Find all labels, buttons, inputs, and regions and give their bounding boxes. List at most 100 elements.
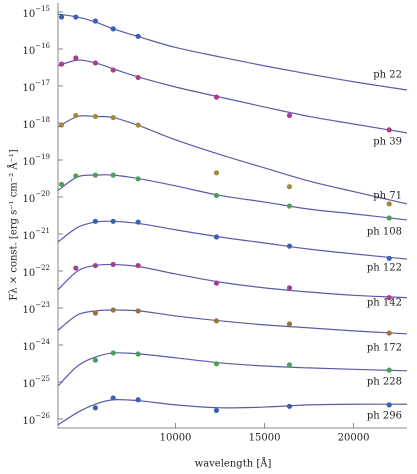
y-tick-label: 10−25	[22, 375, 50, 390]
y-tick-power: −17	[35, 79, 50, 87]
y-axis-label: Fλ × const. [erg s⁻¹ cm⁻² Å⁻¹]	[8, 149, 20, 300]
data-point	[92, 357, 98, 363]
y-tick-base: 10	[22, 415, 35, 426]
data-point	[213, 94, 220, 100]
data-point	[135, 176, 141, 182]
y-tick-label: 10−21	[22, 227, 50, 242]
data-point	[386, 127, 392, 133]
data-point	[213, 361, 220, 367]
data-point	[92, 113, 98, 120]
model-curve	[57, 263, 408, 299]
series-label: ph 142	[367, 298, 402, 309]
series-label: ph 296	[367, 411, 402, 422]
data-point	[92, 60, 98, 66]
data-point	[110, 261, 116, 268]
data-point	[110, 114, 116, 121]
data-point	[135, 397, 141, 403]
y-tick-power: −19	[35, 153, 50, 161]
model-curve	[57, 309, 408, 335]
data-point	[110, 350, 116, 356]
data-point	[213, 407, 220, 414]
data-point	[213, 280, 220, 286]
data-point	[286, 184, 293, 190]
data-point	[286, 285, 293, 291]
data-point	[213, 234, 220, 240]
data-point	[286, 203, 293, 209]
data-point	[135, 33, 141, 39]
data-point	[135, 262, 141, 269]
y-tick-label: 10−22	[22, 264, 50, 279]
data-point	[92, 172, 98, 178]
data-point	[213, 192, 220, 199]
y-tick-power: −21	[35, 227, 50, 235]
data-point	[213, 318, 220, 324]
y-tick-base: 10	[22, 82, 35, 93]
y-tick-power: −20	[35, 190, 50, 198]
y-tick-label: 10−19	[22, 153, 50, 168]
data-point	[135, 122, 141, 128]
y-tick-label: 10−23	[22, 301, 50, 316]
series-label: ph 71	[373, 191, 402, 202]
data-point	[135, 219, 141, 225]
data-point	[213, 170, 220, 176]
data-point	[386, 330, 392, 336]
data-point	[286, 321, 293, 327]
model-curve	[57, 115, 408, 205]
data-point	[110, 395, 116, 401]
data-point	[286, 362, 293, 368]
data-point	[286, 403, 293, 409]
y-tick-base: 10	[22, 230, 35, 241]
x-tick-label: 15000	[249, 433, 281, 444]
y-tick-base: 10	[22, 8, 35, 19]
y-tick-base: 10	[22, 193, 35, 204]
data-point	[110, 218, 116, 224]
data-point	[135, 351, 141, 357]
series-label: ph 108	[367, 227, 402, 238]
data-point	[92, 405, 98, 411]
y-tick-power: −22	[35, 264, 50, 272]
data-point	[73, 265, 79, 271]
data-point	[110, 307, 116, 313]
series-label: ph 122	[367, 263, 402, 274]
data-point	[110, 67, 116, 73]
data-point	[386, 295, 392, 301]
data-point	[110, 172, 116, 178]
y-tick-power: −23	[35, 301, 50, 309]
y-tick-label: 10−26	[22, 412, 50, 427]
data-point	[73, 14, 79, 20]
y-tick-base: 10	[22, 267, 35, 278]
data-point	[92, 218, 98, 224]
y-tick-label: 10−20	[22, 190, 50, 205]
y-tick-base: 10	[22, 378, 35, 389]
data-point	[73, 55, 79, 61]
data-point	[286, 112, 293, 119]
series-label: ph 39	[373, 137, 402, 148]
data-point	[286, 243, 293, 249]
series-label: ph 172	[367, 343, 402, 354]
data-point	[92, 18, 98, 24]
series-label: ph 22	[373, 70, 402, 81]
data-point	[58, 14, 65, 20]
y-tick-label: 10−18	[22, 116, 50, 131]
y-tick-base: 10	[22, 119, 35, 130]
y-tick-label: 10−16	[22, 42, 50, 57]
series-label: ph 228	[367, 377, 402, 388]
y-tick-label: 10−17	[22, 79, 50, 94]
data-point	[58, 61, 65, 67]
y-tick-power: −15	[35, 5, 50, 13]
data-point	[386, 201, 392, 207]
y-tick-label: 10−24	[22, 338, 50, 353]
model-curve	[57, 220, 408, 260]
x-tick-label: 20000	[338, 433, 370, 444]
y-tick-base: 10	[22, 156, 35, 167]
model-curve	[57, 13, 408, 91]
data-point	[135, 74, 141, 81]
y-tick-base: 10	[22, 45, 35, 56]
data-point	[58, 181, 65, 187]
data-point	[92, 262, 98, 269]
x-axis-label: wavelength [Å]	[195, 458, 272, 470]
y-tick-power: −24	[35, 338, 50, 346]
y-tick-power: −25	[35, 375, 50, 383]
model-curve	[57, 174, 408, 221]
